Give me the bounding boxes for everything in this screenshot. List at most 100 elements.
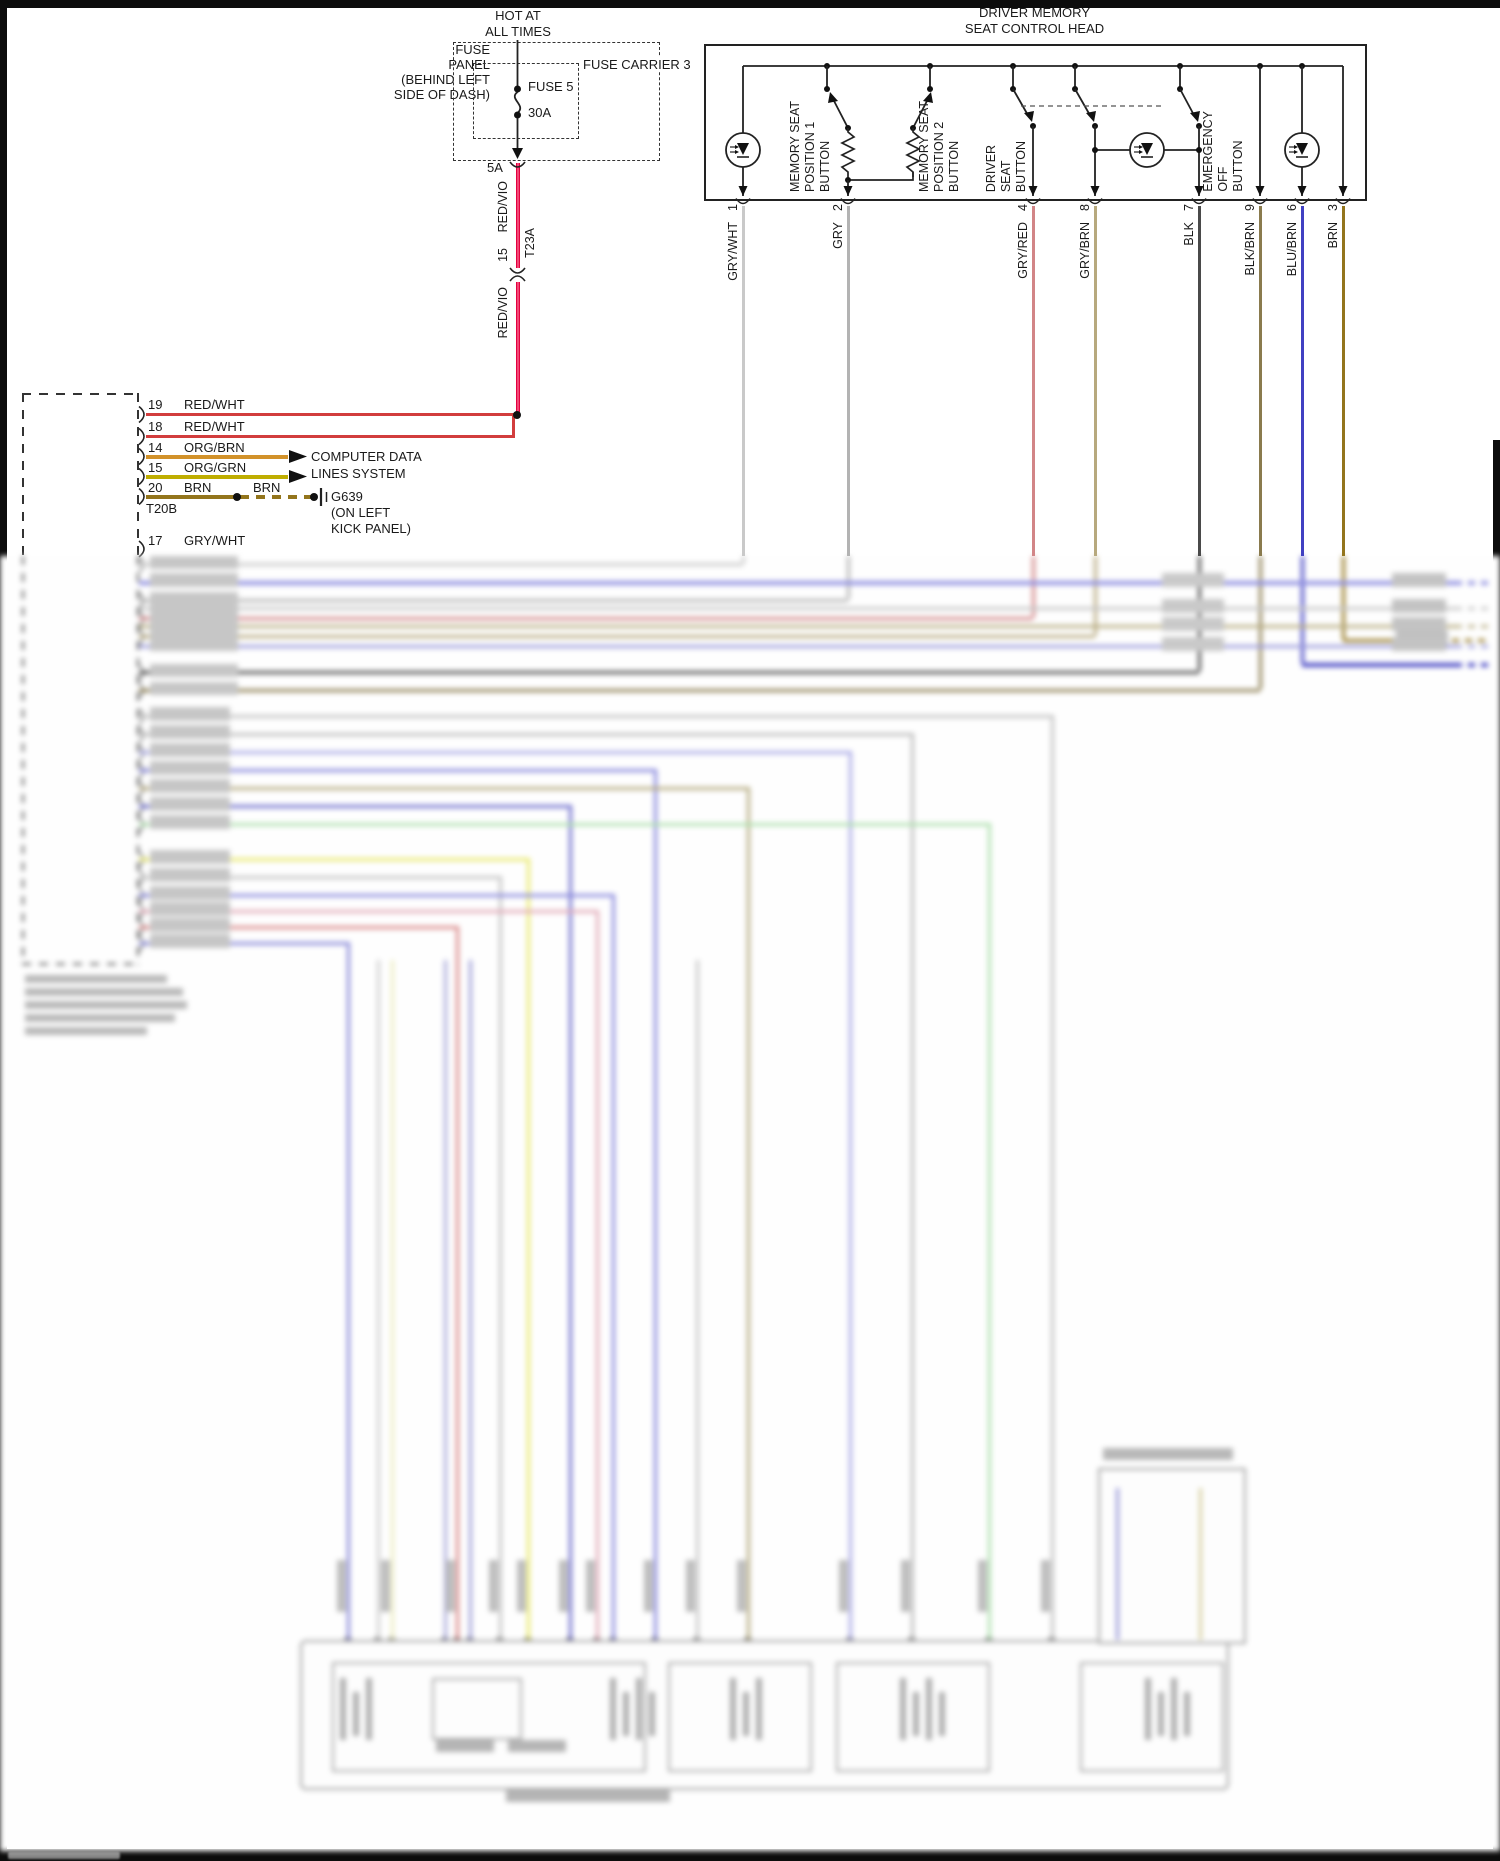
blur-wire-label-blob [150, 599, 238, 613]
arrow-fuse-output [512, 148, 523, 159]
blur-wire-label-blob-vertical [381, 1560, 390, 1612]
switch-arm-position1 [832, 98, 849, 129]
blur-wire-label-blob [1392, 573, 1446, 587]
pin-bracket [138, 427, 145, 446]
led-emergency-diode [1141, 143, 1153, 155]
head-pin-number-8: 8 [1078, 204, 1092, 211]
pin-bracket [138, 405, 145, 424]
blur-component-bar [743, 1692, 749, 1736]
page-border-bottom [0, 1849, 1500, 1861]
wire-pin15-org-grn [146, 475, 288, 479]
blur-drop-wire [1050, 715, 1054, 1640]
wire-head-pin-9 [1258, 206, 1262, 556]
blur-wire-label-blob [150, 743, 230, 757]
blur-bus-wire [139, 645, 1455, 648]
blur-wire-label-blob-vertical [517, 1560, 526, 1612]
led-memory-emit1-arrow [735, 145, 739, 149]
blur-component-bar [1171, 1678, 1177, 1740]
blur-wire-label-blob-vertical [1041, 1560, 1050, 1612]
control-head-title-line2: SEAT CONTROL HEAD [964, 21, 1105, 36]
head-pin-number-7: 7 [1182, 204, 1196, 211]
inline-connector-bracket-top [509, 267, 526, 274]
head-exit-arrow [738, 186, 748, 196]
blur-wire-BRN-vertical [1341, 556, 1345, 639]
led-indicator-diode [1296, 143, 1308, 155]
switch-arm-emergency [1179, 88, 1196, 118]
blur-wire-label-blob-vertical [586, 1560, 595, 1612]
blur-wire-dash-stub [1455, 625, 1490, 628]
blur-wire-label-blob [150, 850, 230, 864]
fuse-rating-label: 30A [528, 105, 552, 120]
blur-wire-label-blob [150, 779, 230, 793]
blur-text-line-blob [25, 1027, 147, 1035]
head-pin-number-9: 9 [1243, 204, 1257, 211]
blur-text-line-blob [25, 1001, 187, 1009]
head-exit-bracket [735, 198, 751, 205]
switch-arrow [828, 92, 838, 103]
left-connector-dash-left [22, 393, 24, 556]
blur-wire-label-blob [1162, 599, 1224, 613]
blur-wire-GRY/BRN-vertical [1093, 556, 1097, 635]
fuse-name-label: FUSE 5 [528, 79, 574, 94]
blur-wire-label-blob [1392, 617, 1446, 631]
blur-bus-wire [139, 581, 1455, 585]
seat-motor-box-2 [668, 1662, 812, 1772]
blur-wire-label-blob [150, 868, 230, 882]
blurred-diagram-region [0, 556, 1500, 1851]
arrow-computer-data [289, 450, 307, 463]
blur-drop-wire [376, 960, 380, 1640]
supply-wire-upper [515, 163, 520, 268]
blur-wire-dash-stub [1455, 645, 1490, 648]
blur-wire-GRY-horizontal [139, 599, 848, 602]
head-pin-number-3: 3 [1326, 204, 1340, 211]
switch-arrow [1024, 111, 1034, 122]
blur-wire-GRY/WHT-horizontal [139, 563, 743, 566]
left-pin14-wire: ORG/BRN [184, 440, 245, 455]
head-pin-number-1: 1 [726, 204, 740, 211]
head-exit-arrow [1297, 186, 1307, 196]
blur-drop-wire [695, 960, 699, 1640]
blur-text-line-blob [25, 975, 167, 983]
wire-head-pin-6 [1300, 206, 1304, 556]
blur-drop-wire [746, 787, 750, 1640]
blur-component-bar [730, 1678, 736, 1740]
head-pin-wire-label-8: GRY/BRN [1078, 222, 1092, 279]
head-exit-bracket [840, 198, 856, 205]
blur-module-wire-purple [1115, 1488, 1119, 1640]
head-exit-arrow [843, 186, 853, 196]
blur-component-bar [366, 1678, 372, 1740]
blur-drop-wire [526, 858, 530, 1640]
head-exit-bracket [1191, 198, 1207, 205]
blur-component-bar [649, 1692, 655, 1736]
blur-connector-dash-bottom [22, 963, 139, 965]
head-exit-arrow [1194, 186, 1204, 196]
blur-component-bar [913, 1692, 919, 1736]
data-lines-label1: COMPUTER DATA [311, 449, 422, 464]
blur-connector-dash-right [137, 556, 139, 965]
blur-drop-wire [987, 823, 991, 1640]
wire-head-pin-4 [1031, 206, 1035, 556]
blur-branch-wire [139, 858, 528, 861]
blur-component-bar [926, 1678, 932, 1740]
head-pin-wire-label-3: BRN [1326, 222, 1340, 249]
blur-wire-GRY-vertical [846, 556, 850, 599]
blur-wire-label-blob [150, 617, 238, 631]
blur-branch-wire [139, 942, 348, 945]
blur-component-bar [1158, 1692, 1164, 1736]
left-connector-dash-right [137, 393, 139, 556]
wire-head-pin-2 [846, 206, 850, 556]
watermark [8, 1852, 120, 1859]
seat-module-inner-box [432, 1678, 522, 1740]
arrow-lines-system [289, 470, 307, 483]
control-head-box [704, 44, 1367, 201]
switch-arm-driver-b [1074, 88, 1092, 118]
wire-pin19-red-wht [146, 413, 517, 416]
head-pin-wire-label-1: GRY/WHT [726, 222, 740, 281]
switch-arrow [923, 92, 933, 103]
fuse-panel-box [453, 42, 660, 161]
blur-wire-BLK/BRN-horizontal [139, 689, 1260, 692]
blur-wire-label-blob [150, 682, 238, 695]
memory-module-box [1098, 1468, 1246, 1644]
head-exit-bracket [1294, 198, 1310, 205]
